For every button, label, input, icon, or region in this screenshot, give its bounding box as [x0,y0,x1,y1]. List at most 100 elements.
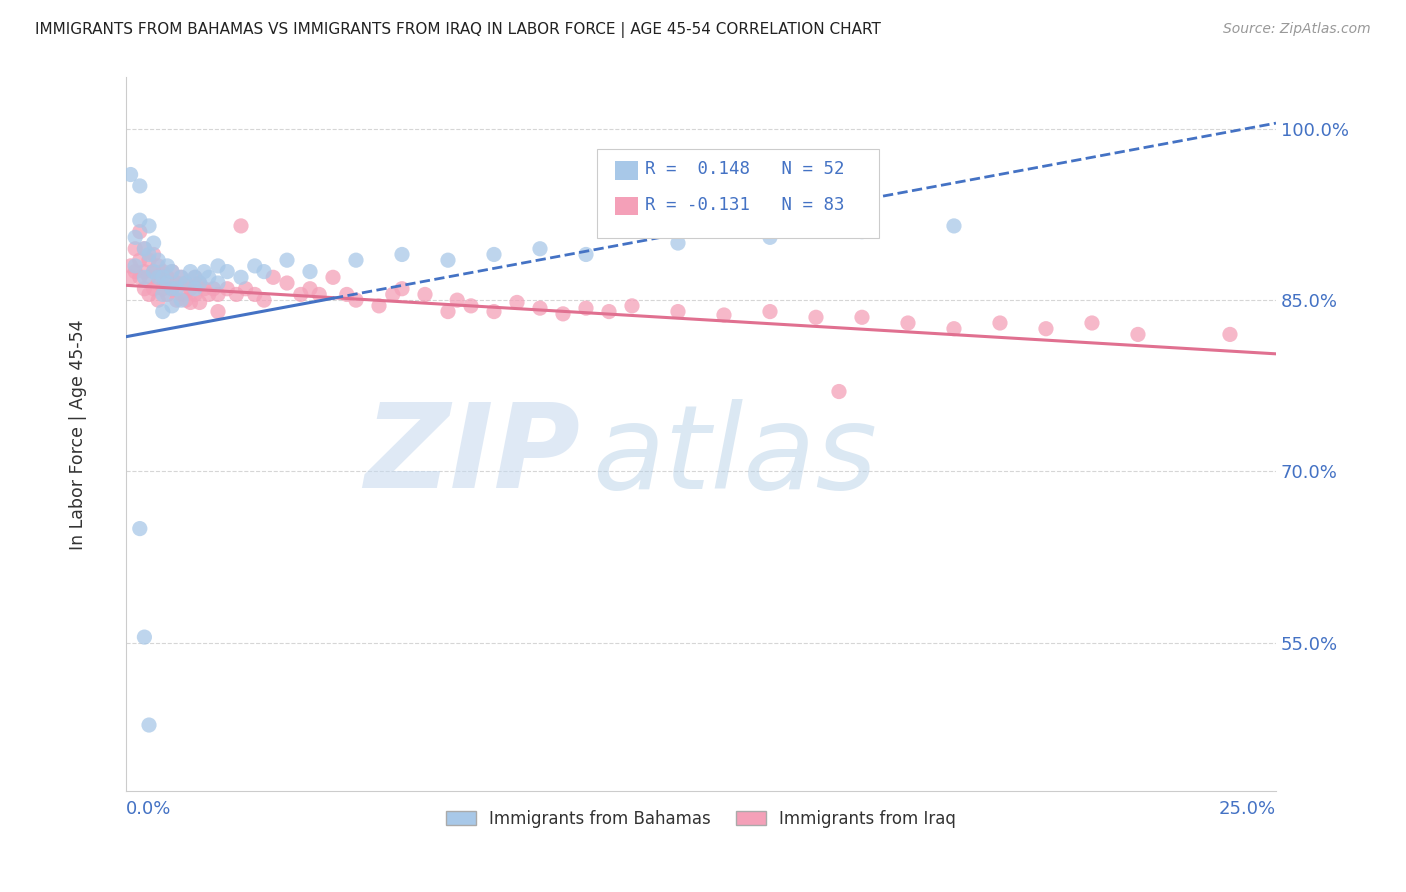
Point [128,178,150,193]
Point [124,264,146,278]
Point [160,282,183,296]
Point [207,304,229,318]
Point [229,270,252,285]
Point [184,270,207,285]
Point [142,247,165,261]
Point [156,259,179,273]
Point [551,307,574,321]
Point [851,225,873,239]
Point [1219,327,1241,342]
Point [229,219,252,233]
Point [198,270,221,285]
Point [128,522,150,536]
Point [174,276,197,290]
Point [207,287,229,301]
Point [437,253,460,268]
Point [170,270,193,285]
Point [217,264,239,278]
Point [243,287,266,301]
Legend: Immigrants from Bahamas, Immigrants from Iraq: Immigrants from Bahamas, Immigrants from… [439,803,963,834]
Point [138,287,160,301]
Point [148,293,170,308]
Text: Source: ZipAtlas.com: Source: ZipAtlas.com [1223,22,1371,37]
Point [148,259,170,273]
Point [344,253,367,268]
Point [804,310,827,325]
Point [156,276,179,290]
Point [160,264,183,278]
Point [529,242,551,256]
Point [598,304,620,318]
Point [253,264,276,278]
Point [298,282,321,296]
Point [152,282,174,296]
Point [276,276,298,290]
FancyBboxPatch shape [614,161,638,179]
Point [276,253,298,268]
Point [336,287,359,301]
Point [368,299,391,313]
Point [134,242,156,256]
Point [225,287,247,301]
Text: 25.0%: 25.0% [1219,800,1277,819]
Point [308,287,330,301]
Point [142,264,165,278]
Point [943,322,966,336]
Point [575,301,598,315]
Text: atlas: atlas [592,399,877,513]
Point [170,270,193,285]
Point [202,282,225,296]
Point [124,230,146,244]
Point [188,295,211,310]
Point [138,219,160,233]
Point [170,293,193,308]
Point [217,282,239,296]
Point [128,213,150,227]
Point [253,293,276,308]
Point [156,287,179,301]
Point [124,259,146,273]
Point [290,287,312,301]
Point [759,304,782,318]
Point [166,293,188,308]
Point [148,253,170,268]
Point [160,299,183,313]
Point [170,287,193,301]
FancyBboxPatch shape [614,196,638,215]
Point [193,264,215,278]
Text: R = -0.131   N = 83: R = -0.131 N = 83 [644,195,844,213]
Point [152,287,174,301]
Point [391,282,413,296]
Point [160,282,183,296]
Point [120,168,142,182]
Point [620,299,643,313]
Point [298,264,321,278]
Point [188,276,211,290]
Point [666,304,689,318]
Point [148,276,170,290]
Point [184,282,207,296]
Point [713,308,735,322]
Point [179,295,201,310]
Point [152,264,174,278]
Point [148,270,170,285]
Point [207,259,229,273]
Point [207,276,229,290]
Point [124,242,146,256]
Point [134,630,156,644]
Point [188,276,211,290]
Point [1035,322,1057,336]
Point [506,295,529,310]
Point [160,264,183,278]
Point [179,264,201,278]
Point [166,276,188,290]
Point [142,235,165,250]
Point [152,304,174,318]
Point [759,230,782,244]
Point [482,304,505,318]
Point [437,304,460,318]
Point [446,293,468,308]
Point [897,316,920,330]
Text: IMMIGRANTS FROM BAHAMAS VS IMMIGRANTS FROM IRAQ IN LABOR FORCE | AGE 45-54 CORRE: IMMIGRANTS FROM BAHAMAS VS IMMIGRANTS FR… [35,22,882,38]
Point [134,270,156,285]
